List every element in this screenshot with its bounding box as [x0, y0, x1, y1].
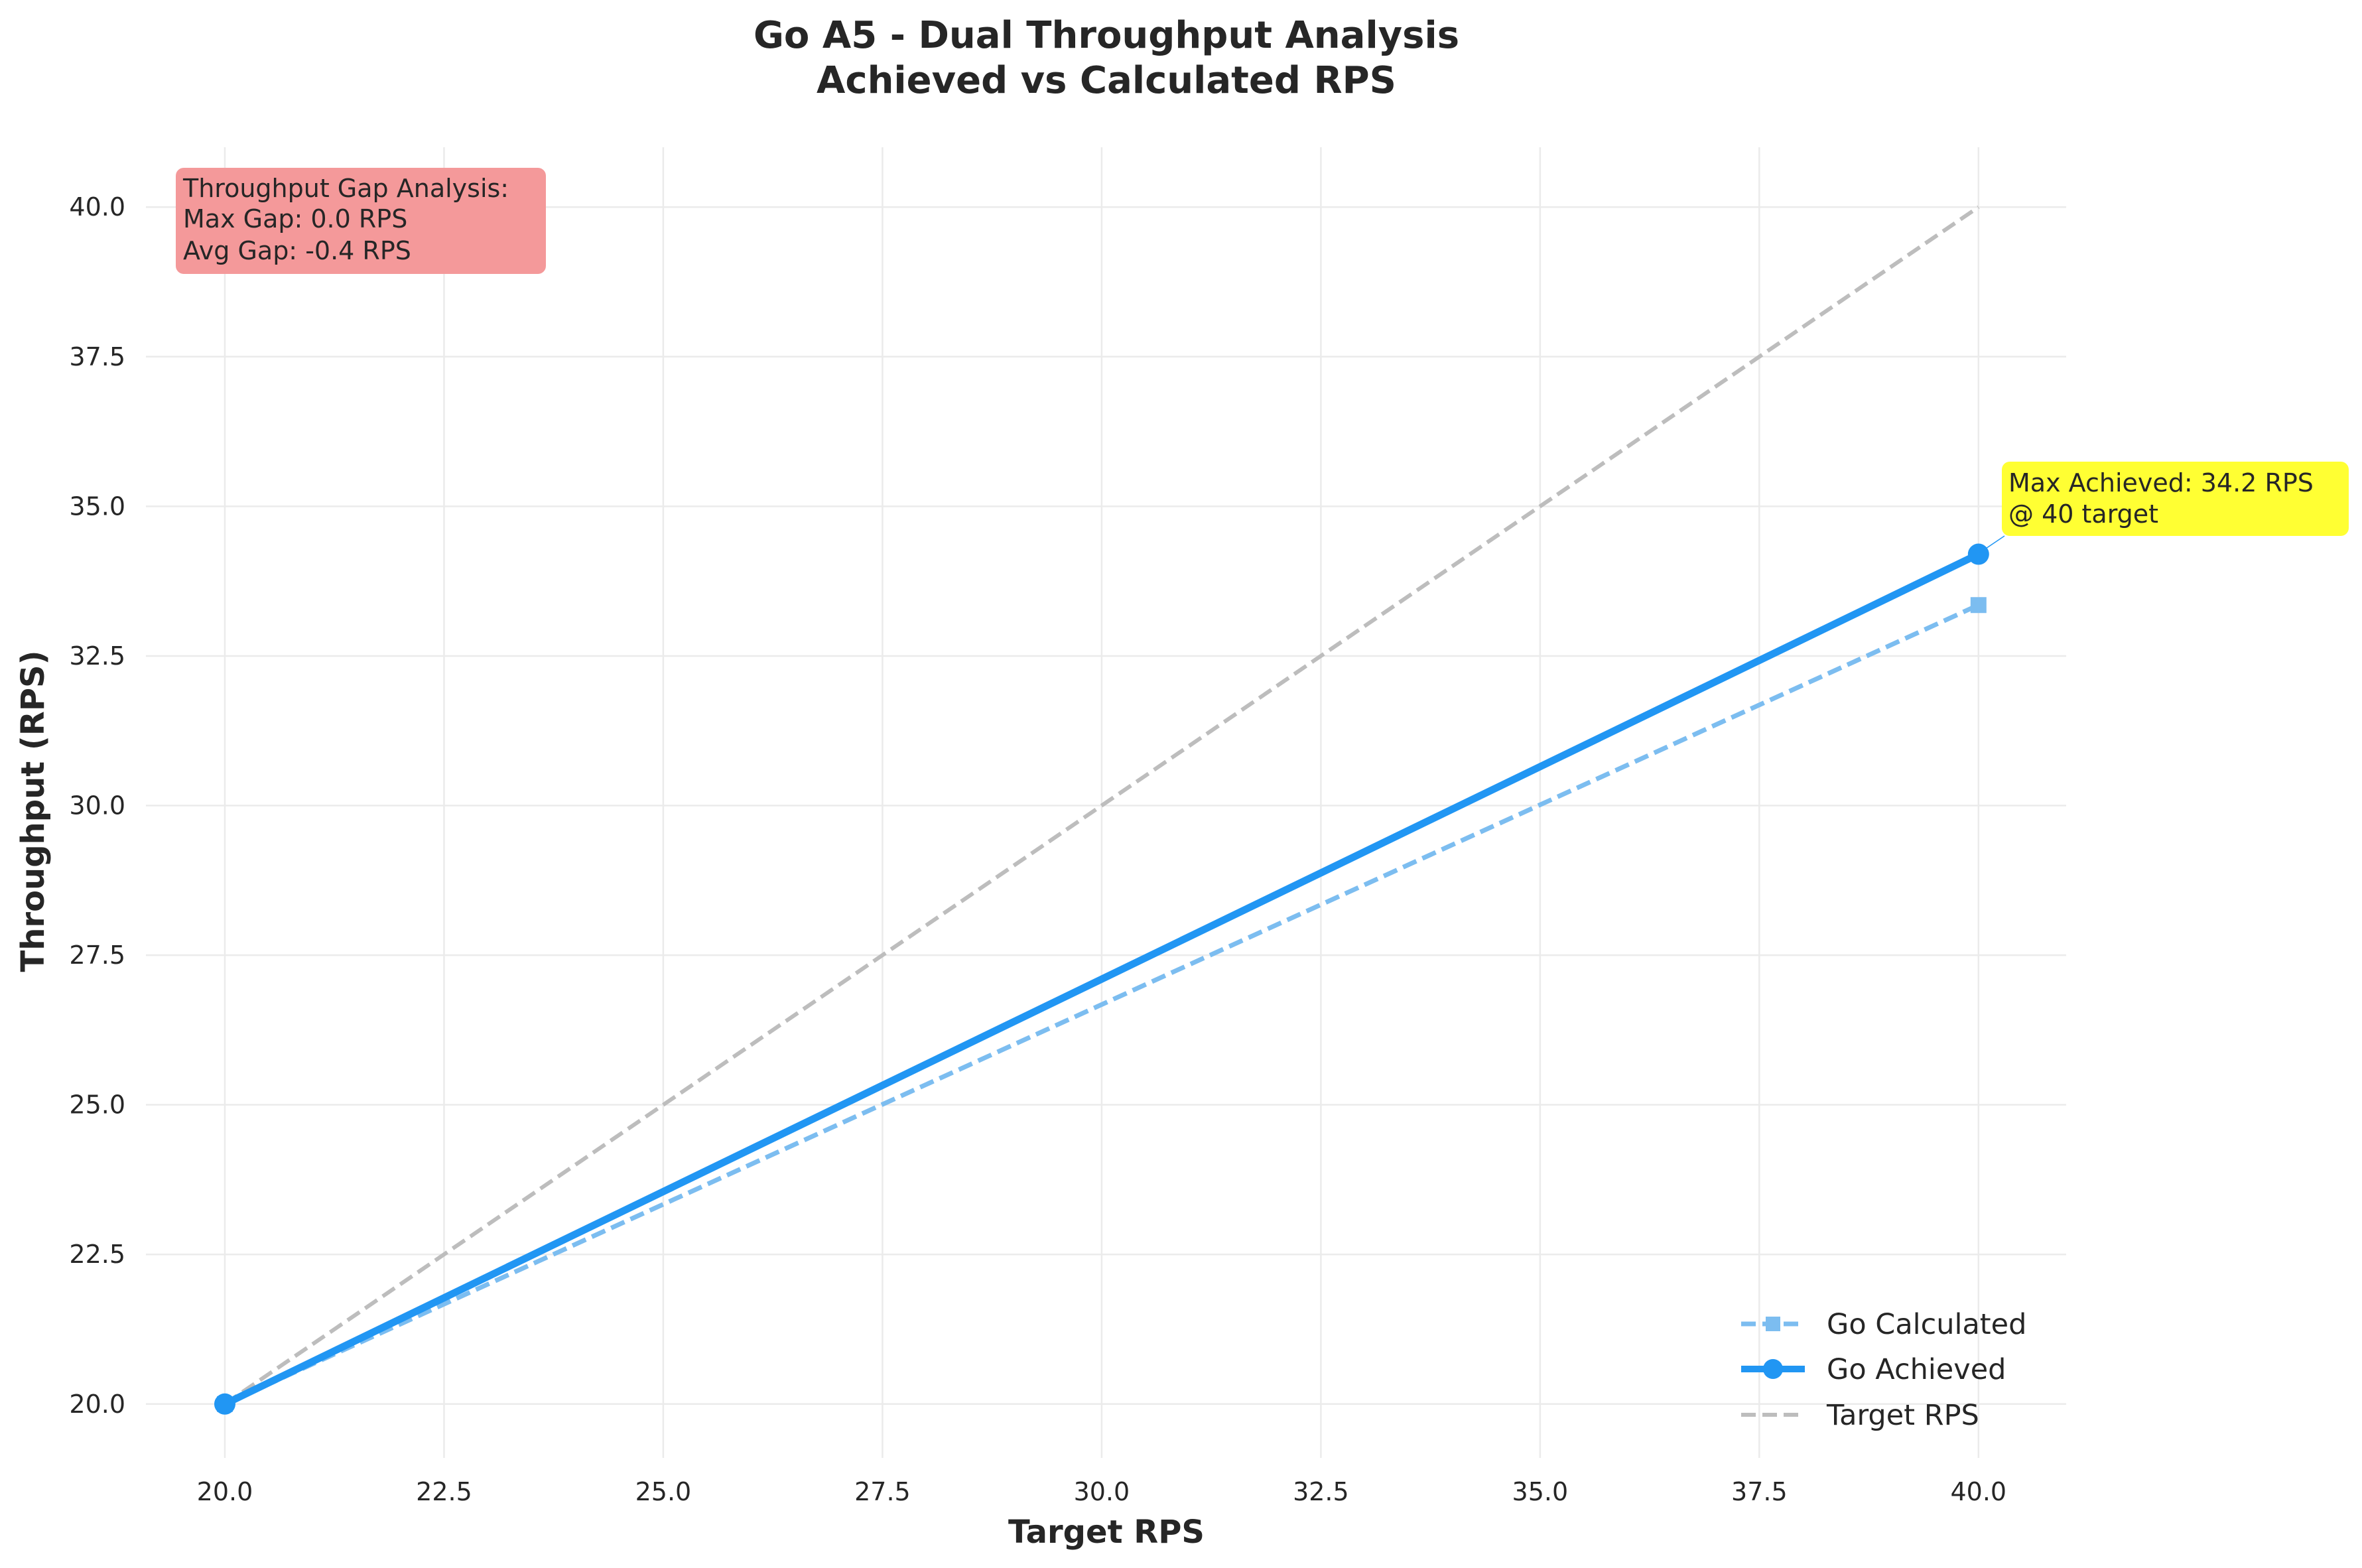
x-tick-label: 37.5 — [1731, 1477, 1788, 1506]
y-tick-label: 40.0 — [69, 192, 125, 222]
legend-marker-go-achieved — [1763, 1359, 1783, 1379]
legend-item-go-achieved: Go Achieved — [1741, 1353, 2006, 1386]
y-tick-label: 25.0 — [69, 1090, 125, 1120]
chart-title: Go A5 - Dual Throughput Analysis — [754, 14, 1459, 57]
max-achieved-box-bg — [2002, 462, 2349, 536]
y-tick-label: 32.5 — [69, 641, 125, 671]
y-tick-label: 30.0 — [69, 791, 125, 820]
x-axis-label: Target RPS — [1008, 1514, 1205, 1551]
legend-label-go-calculated: Go Calculated — [1827, 1308, 2026, 1341]
legend-label-target-rps: Target RPS — [1826, 1399, 1979, 1432]
max-achieved-arrow — [1979, 535, 2005, 553]
gap-analysis-avg: Avg Gap: -0.4 RPS — [183, 236, 411, 265]
x-tick-label: 20.0 — [197, 1477, 253, 1506]
x-tick-label: 25.0 — [635, 1477, 692, 1506]
y-tick-label: 35.0 — [69, 491, 125, 521]
x-tick-label: 35.0 — [1512, 1477, 1569, 1506]
y-tick-label: 37.5 — [69, 342, 125, 371]
legend-item-target-rps: Target RPS — [1741, 1399, 1979, 1432]
x-axis-ticks: 20.0 22.5 25.0 27.5 30.0 32.5 35.0 37.5 40.0 — [197, 1477, 2006, 1506]
legend-marker-go-calculated — [1766, 1317, 1780, 1331]
legend-label-go-achieved: Go Achieved — [1827, 1353, 2006, 1386]
series-line-go-achieved — [223, 551, 1981, 1407]
x-tick-label: 40.0 — [1951, 1477, 2007, 1506]
max-achieved-line2: @ 40 target — [2008, 499, 2158, 529]
legend: Go Calculated Go Achieved Target RPS — [1741, 1308, 2026, 1432]
y-axis-label: Throughput (RPS) — [15, 650, 52, 972]
point-go-achieved — [1967, 543, 1989, 565]
legend-item-go-calculated: Go Calculated — [1741, 1308, 2026, 1341]
series-layer — [214, 205, 1989, 1415]
x-tick-label: 30.0 — [1074, 1477, 1130, 1506]
y-tick-label: 20.0 — [69, 1390, 125, 1419]
gap-analysis-title: Throughput Gap Analysis: — [182, 174, 509, 203]
series-line-target-rps — [224, 205, 1980, 1406]
point-go-achieved — [214, 1393, 235, 1415]
gap-analysis-box-bg — [176, 168, 546, 274]
gap-analysis-max: Max Gap: 0.0 RPS — [183, 204, 407, 233]
x-tick-label: 22.5 — [416, 1477, 472, 1506]
gap-analysis-box: Throughput Gap Analysis: Max Gap: 0.0 RP… — [176, 168, 546, 274]
max-achieved-annotation: Max Achieved: 34.2 RPS @ 40 target — [1979, 462, 2349, 553]
series-line-go-calculated — [224, 603, 1980, 1406]
y-axis-ticks: 20.0 22.5 25.0 27.5 30.0 32.5 35.0 37.5 40.0 — [69, 192, 125, 1419]
x-tick-label: 32.5 — [1293, 1477, 1349, 1506]
chart-subtitle: Achieved vs Calculated RPS — [817, 59, 1396, 102]
y-tick-label: 22.5 — [69, 1240, 125, 1269]
x-tick-label: 27.5 — [854, 1477, 911, 1506]
grid — [146, 147, 2066, 1458]
point-go-calculated — [1970, 597, 1987, 614]
y-tick-label: 27.5 — [69, 941, 125, 970]
max-achieved-line1: Max Achieved: 34.2 RPS — [2008, 468, 2314, 497]
